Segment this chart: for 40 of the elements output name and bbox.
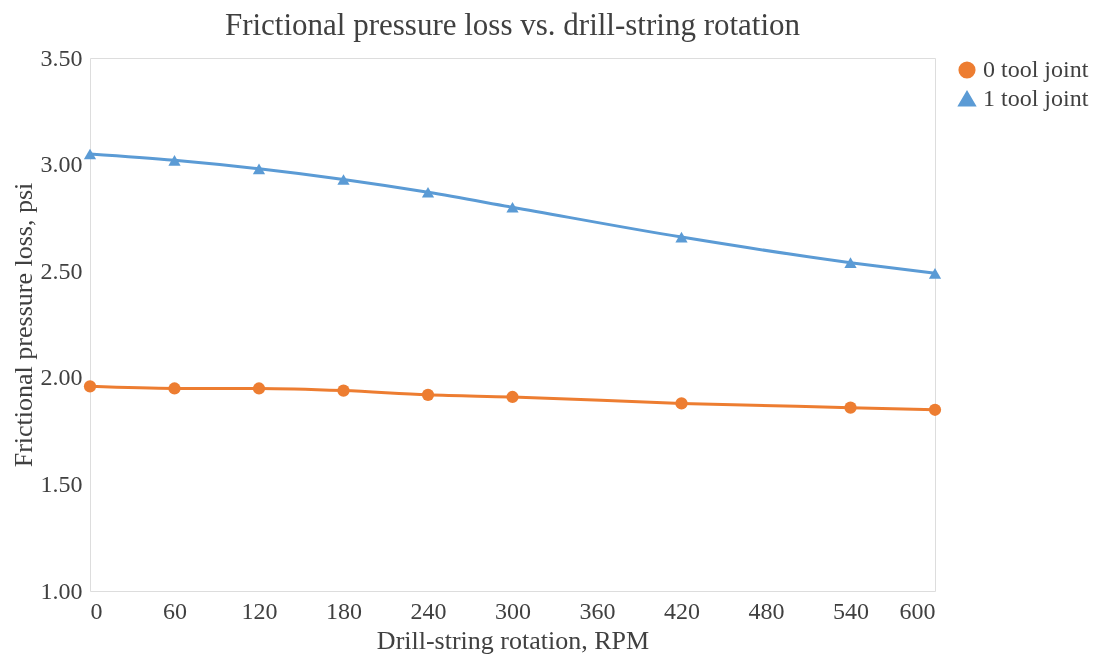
y-tick-label: 1.50	[40, 470, 83, 497]
x-axis-title: Drill-string rotation, RPM	[376, 625, 650, 655]
point	[252, 163, 266, 175]
point	[168, 382, 181, 395]
x-tick-label: 420	[664, 597, 700, 624]
x-tick-label: 120	[241, 597, 278, 624]
y-tick-label: 2.00	[40, 364, 83, 391]
point	[252, 382, 266, 395]
point	[83, 148, 97, 160]
point	[337, 384, 350, 397]
chart-title: Frictional pressure loss vs. drill-string rotation	[224, 7, 801, 42]
x-tick-label: 300	[495, 597, 531, 624]
x-tick-label: 360	[579, 597, 616, 624]
y-tick-label: 3.50	[40, 44, 83, 71]
point	[506, 201, 519, 213]
x-tick-label: 480	[748, 597, 785, 624]
y-tick-label: 1.00	[40, 577, 83, 604]
point	[928, 268, 942, 279]
point	[83, 380, 97, 393]
point	[844, 401, 857, 414]
point	[168, 155, 181, 166]
point	[337, 174, 350, 185]
y-tick-label: 3.00	[40, 151, 83, 178]
point	[421, 187, 435, 198]
point	[675, 231, 688, 243]
legend-label: 1 tool joint	[983, 85, 1089, 111]
point	[844, 257, 857, 268]
x-tick-label: 540	[833, 597, 869, 624]
x-tick-label: 600	[899, 597, 936, 624]
y-tick-label: 2.50	[40, 257, 83, 284]
x-tick-label: 180	[326, 597, 362, 624]
legend-label: 0 tool joint	[983, 56, 1089, 82]
point	[506, 390, 519, 404]
point	[421, 388, 435, 401]
x-tick-label: 60	[163, 597, 187, 624]
x-tick-label: 240	[410, 597, 447, 624]
y-axis-title: Frictional pressure loss, psi	[8, 182, 38, 468]
point	[928, 403, 942, 416]
point	[675, 397, 688, 410]
x-tick-label: 0	[90, 597, 103, 624]
